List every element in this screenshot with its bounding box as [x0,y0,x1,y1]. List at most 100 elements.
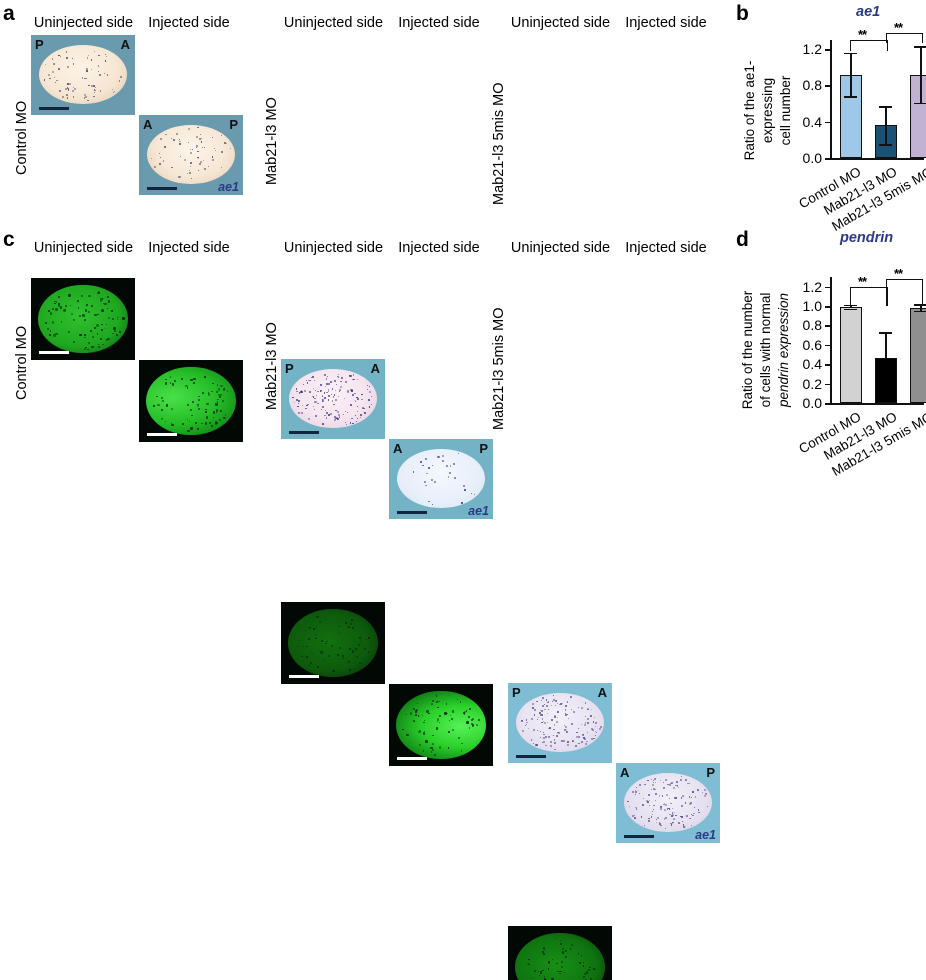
significance-bracket-2 [886,279,923,306]
significance-bracket-1 [850,40,888,51]
column-header-uninjected: Uninjected side [283,240,384,256]
brightfield-image-injected: A P ae1 [389,439,493,519]
fluorescence-image-uninjected [508,926,612,980]
error-bar-control-mo [850,52,852,97]
x-axis-line [830,403,924,405]
y-tick-label: 1.2 [802,41,822,58]
orientation-p-label: P [706,765,715,780]
scale-bar [516,755,546,758]
orientation-p-label: P [229,117,238,132]
gene-label-ae1: ae1 [468,504,489,518]
y-tick [825,121,830,124]
bar-mab21l3-5mis-mo [910,74,926,158]
scale-bar [147,433,177,436]
brightfield-image-uninjected: P A [508,683,612,763]
significance-bracket-2 [886,33,923,43]
brightfield-image-injected: A P ae1 [616,763,720,843]
error-cap-upper [844,52,857,55]
error-bar-mab21l3-5mis-mo [920,304,922,311]
panel-letter-d: d [736,228,749,251]
orientation-a-label: A [370,361,380,376]
significance-marker-2: ** [894,20,903,35]
row-label-mab21l3-mo: Mab21-l3 MO [264,97,280,185]
fluorescence-image-injected [139,360,243,442]
brightfield-image-injected: A P ae1 [139,115,243,195]
panel-letter-c: c [3,228,15,251]
chart-title-ae1: ae1 [856,4,881,20]
y-tick [825,49,830,51]
y-tick-label: 1.2 [802,278,822,295]
column-header-injected: Injected side [398,15,480,31]
fluorescence-image-uninjected [31,278,135,360]
column-header-uninjected: Uninjected side [283,15,384,31]
y-tick-label: 0.4 [802,113,822,130]
y-tick-label: 0.0 [802,150,822,166]
chart-title-pendrin: pendrin [840,230,894,246]
y-tick [825,383,830,386]
scale-bar [289,431,319,434]
y-axis-line [830,40,832,158]
panel-letter-a: a [3,2,15,25]
error-cap-lower [914,102,926,105]
bar-mab21l3-5mis-mo [910,307,926,403]
y-axis-label-line1: Ratio of the ae1- [742,60,757,161]
y-axis-label-line2: of cells with normal [758,292,773,408]
y-tick-label: 0.8 [802,77,822,94]
y-tick-label: 0.2 [802,375,822,392]
orientation-p-label: P [35,37,44,52]
y-axis-line [830,277,832,403]
column-header-injected: Injected side [148,15,230,31]
significance-marker-2: ** [894,266,903,281]
y-tick-label: 1.0 [802,298,822,314]
orientation-a-label: A [620,765,630,780]
bar-chart-ae1: Ratio of the ae1- expressing cell number… [736,20,926,234]
error-bar-control-mo [850,304,852,309]
orientation-p-label: P [285,361,294,376]
significance-marker-1: ** [858,274,867,289]
y-axis-label-line1: Ratio of the number [740,290,755,410]
gene-label-ae1: ae1 [695,828,716,842]
error-bar-mab21l3-mo [885,332,887,359]
y-tick [825,403,830,405]
scale-bar [147,187,177,190]
row-label-mab21l3-5mis-mo: Mab21-l3 5mis MO [491,307,507,430]
error-cap-lower [844,96,857,98]
y-tick [825,364,830,366]
fluorescence-image-uninjected [281,602,385,684]
y-tick [825,286,830,289]
row-label-control-mo: Control MO [14,325,30,400]
y-tick [825,344,830,347]
row-label-control-mo: Control MO [14,100,30,175]
significance-marker-1: ** [858,27,867,42]
scale-bar [289,675,319,678]
y-tick [825,306,830,308]
column-header-injected: Injected side [625,15,707,31]
x-axis-line [830,158,924,160]
brightfield-image-uninjected: P A [31,35,135,115]
column-header-uninjected: Uninjected side [510,240,611,256]
gene-label-ae1: ae1 [218,180,239,194]
orientation-a-label: A [393,441,403,456]
scale-bar [397,511,427,514]
error-cap-lower [844,308,857,311]
column-header-uninjected: Uninjected side [33,15,134,31]
y-tick-label: 0.0 [802,395,822,411]
error-cap-upper [879,332,892,334]
column-header-injected: Injected side [148,240,230,256]
column-header-injected: Injected side [625,240,707,256]
y-tick [825,158,830,160]
error-cap-lower [879,144,892,146]
significance-bracket-1 [850,287,888,306]
orientation-p-label: P [512,685,521,700]
y-tick [825,325,830,327]
y-tick [825,85,830,87]
y-tick-label: 0.6 [802,336,822,353]
orientation-a-label: A [597,685,607,700]
column-header-injected: Injected side [398,240,480,256]
column-header-uninjected: Uninjected side [510,15,611,31]
scale-bar [39,351,69,354]
orientation-a-label: A [143,117,153,132]
fluorescence-image-injected [389,684,493,766]
error-cap-upper [914,304,926,306]
bar-control-mo [840,306,862,403]
